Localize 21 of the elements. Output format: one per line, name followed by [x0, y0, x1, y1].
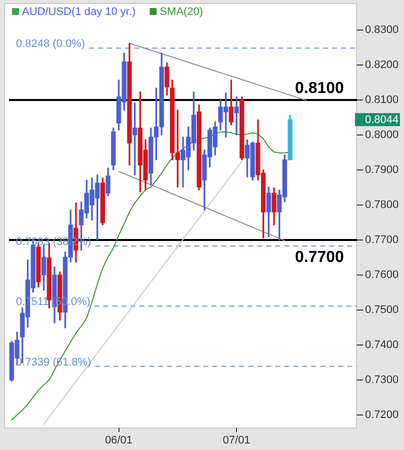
ref-line-label: 0.8100 — [295, 80, 344, 97]
y-tick-label: 0.7600 — [365, 269, 399, 282]
y-tick-label: 0.7400 — [365, 339, 399, 352]
legend-label: SMA(20) — [160, 6, 204, 18]
y-tick-label: 0.7900 — [365, 164, 399, 176]
y-tick-label: 0.8100 — [365, 94, 399, 106]
candlestick — [234, 96, 239, 136]
y-tick-label: 0.7800 — [365, 199, 399, 212]
y-tick-label: 0.8200 — [365, 58, 399, 71]
y-tick-label: 0.8000 — [365, 129, 399, 142]
y-tick-label: 0.8300 — [365, 24, 399, 36]
y-tick-label: 0.7500 — [365, 304, 399, 316]
y-tick-label: 0.7200 — [365, 409, 399, 422]
y-tick-label: 0.7300 — [365, 374, 399, 386]
text: 0.8044 — [365, 114, 399, 126]
text: AUD/USD(1 day 10 yr.) — [22, 6, 136, 18]
ref-line-label: 0.7700 — [295, 249, 344, 266]
x-tick-label: 06/01 — [104, 434, 133, 447]
y-tick-label: 0.7700 — [365, 234, 399, 246]
x-tick-label: 07/01 — [222, 434, 250, 447]
ref-line-label: 0.8248 (0.0%) — [16, 38, 86, 50]
